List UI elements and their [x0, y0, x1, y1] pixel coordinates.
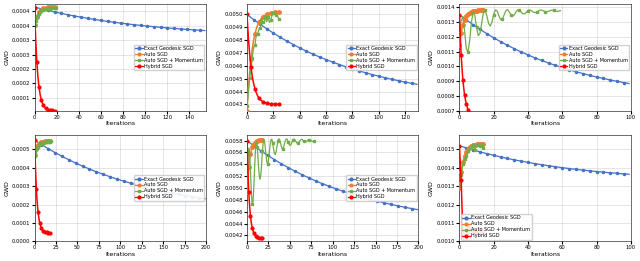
Legend: Exact Geodesic SGD, Auto SGD, Auto SGD + Momentum, Hybrid SGD: Exact Geodesic SGD, Auto SGD, Auto SGD +… — [559, 45, 629, 70]
Y-axis label: GWD: GWD — [216, 180, 221, 196]
Y-axis label: GWD: GWD — [4, 50, 9, 66]
X-axis label: Iterations: Iterations — [530, 121, 560, 126]
X-axis label: Iterations: Iterations — [105, 252, 135, 257]
Y-axis label: GWD: GWD — [4, 180, 9, 196]
Legend: Exact Geodesic SGD, Auto SGD, Auto SGD + Momentum, Hybrid SGD: Exact Geodesic SGD, Auto SGD, Auto SGD +… — [346, 45, 417, 70]
Y-axis label: GWD: GWD — [429, 180, 434, 196]
Legend: Exact Geodesic SGD, Auto SGD, Auto SGD + Momentum, Hybrid SGD: Exact Geodesic SGD, Auto SGD, Auto SGD +… — [134, 45, 205, 70]
X-axis label: Iterations: Iterations — [105, 121, 135, 126]
X-axis label: Iterations: Iterations — [530, 252, 560, 257]
Legend: Exact Geodesic SGD, Auto SGD, Auto SGD + Momentum, Hybrid SGD: Exact Geodesic SGD, Auto SGD, Auto SGD +… — [346, 175, 417, 201]
Y-axis label: GWD: GWD — [429, 50, 434, 66]
Y-axis label: GWD: GWD — [216, 50, 221, 66]
Legend: Exact Geodesic SGD, Auto SGD, Auto SGD + Momentum, Hybrid SGD: Exact Geodesic SGD, Auto SGD, Auto SGD +… — [461, 214, 532, 240]
X-axis label: Iterations: Iterations — [317, 252, 348, 257]
X-axis label: Iterations: Iterations — [317, 121, 348, 126]
Legend: Exact Geodesic SGD, Auto SGD, Auto SGD + Momentum, Hybrid SGD: Exact Geodesic SGD, Auto SGD, Auto SGD +… — [134, 175, 205, 201]
